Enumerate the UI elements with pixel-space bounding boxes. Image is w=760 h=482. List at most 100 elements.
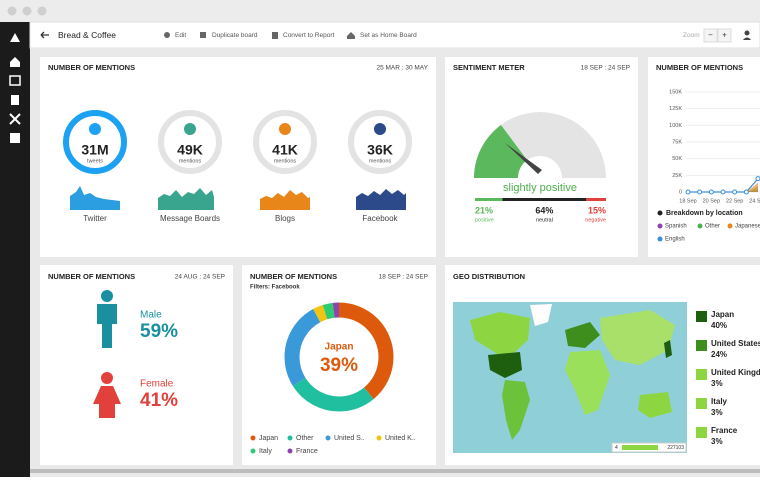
panel-title: NUMBER OF MENTIONS	[48, 63, 135, 72]
panel-title: NUMBER OF MENTIONS	[656, 63, 743, 72]
sparkline	[158, 188, 214, 210]
tasks-icon[interactable]	[10, 133, 20, 143]
legend-swatch	[657, 223, 663, 229]
panel	[40, 265, 233, 465]
panel-filter: Filters: Facebook	[250, 285, 300, 291]
zoom-in[interactable]: +	[722, 31, 727, 40]
edit-icon[interactable]	[164, 32, 170, 38]
legend-swatch	[250, 448, 256, 454]
legend-share: 40%	[711, 321, 727, 330]
convert-button[interactable]: Convert to Report	[283, 32, 334, 39]
home-board-button[interactable]: Set as Home Board	[360, 32, 417, 39]
convert-icon[interactable]	[272, 32, 278, 39]
sidebar	[0, 22, 30, 477]
metric-icon	[184, 123, 196, 135]
map-land	[470, 304, 675, 440]
legend-country: United States	[711, 339, 760, 348]
metric-value: 31M	[81, 142, 108, 158]
y-tick-label: 100K	[669, 123, 682, 129]
male-figure	[97, 290, 117, 348]
home-icon[interactable]	[10, 57, 20, 67]
legend-share: 3%	[711, 408, 723, 417]
legend-label: United K..	[385, 435, 416, 442]
legend-label: Italy	[259, 448, 272, 455]
panel-range: 18 SEP : 24 SEP	[379, 274, 428, 281]
metric-unit: tweets	[87, 158, 103, 164]
window-button[interactable]	[22, 6, 32, 16]
tools-icon[interactable]	[9, 113, 21, 125]
metric-ring	[253, 110, 317, 174]
legend-swatch	[657, 236, 663, 242]
window-button[interactable]	[37, 6, 47, 16]
legend-label: Japanese	[735, 224, 760, 230]
scale-bar	[622, 445, 658, 450]
panel-range: 24 AUG : 24 SEP	[175, 274, 225, 281]
metric-label: Twitter	[83, 214, 107, 223]
metric-ring	[348, 110, 412, 174]
edit-button[interactable]: Edit	[175, 32, 186, 39]
y-tick-label: 25K	[672, 173, 682, 179]
legend-swatch	[325, 435, 331, 441]
legend-label: United S..	[334, 435, 365, 442]
y-tick-label: 75K	[672, 139, 682, 145]
report-icon[interactable]	[11, 95, 19, 105]
window-button[interactable]	[7, 6, 17, 16]
zoom-out[interactable]: −	[708, 31, 713, 40]
legend-label: Spanish	[665, 224, 687, 230]
donut-segment	[284, 302, 394, 412]
gender-value: 41%	[140, 390, 178, 411]
series-point	[708, 189, 714, 195]
legend-swatch	[696, 311, 707, 322]
sentiment-verdict: slightly positive	[503, 182, 577, 194]
metric-unit: mentions	[369, 158, 392, 164]
y-tick-label: 125K	[669, 106, 682, 112]
sentiment-value: 15%	[588, 205, 606, 215]
zoom-label: Zoom	[683, 32, 700, 39]
legend-country: Japan	[711, 310, 734, 319]
sentiment-name: neutral	[536, 217, 553, 223]
panel	[648, 57, 760, 257]
back-button[interactable]	[40, 31, 49, 39]
donut-center-value: 39%	[320, 355, 358, 376]
series-point	[755, 176, 760, 182]
legend-swatch	[727, 223, 733, 229]
series-area	[688, 182, 758, 192]
x-tick-label: 24 Sep	[749, 198, 760, 204]
gauge-needle	[505, 143, 542, 174]
metric-unit: mentions	[274, 158, 297, 164]
legend-label: Japan	[259, 435, 278, 442]
home-board-icon[interactable]	[347, 32, 355, 39]
sentiment-name: negative	[585, 217, 606, 223]
legend-swatch	[696, 340, 707, 351]
y-tick-label: 50K	[672, 156, 682, 162]
zoom-out-box[interactable]	[703, 28, 718, 43]
metric-icon	[89, 123, 101, 135]
panel-title: NUMBER OF MENTIONS	[250, 272, 337, 281]
panel	[40, 57, 436, 257]
legend-share: 3%	[711, 437, 723, 446]
series-point	[720, 189, 726, 195]
metric-value: 41K	[272, 142, 298, 158]
board-icon[interactable]	[9, 75, 21, 86]
scale-max: 227103	[667, 445, 684, 451]
scrollbar[interactable]	[30, 469, 760, 473]
metric-label: Facebook	[362, 214, 398, 223]
series-point	[732, 189, 738, 195]
panel-title: NUMBER OF MENTIONS	[48, 272, 135, 281]
panel	[242, 265, 436, 465]
panel-title: GEO DISTRIBUTION	[453, 272, 525, 281]
user-icon[interactable]	[743, 37, 751, 41]
panel-title: SENTIMENT METER	[453, 63, 525, 72]
sentiment-name: positive	[475, 217, 494, 223]
panel-range: 18 SEP : 24 SEP	[581, 65, 630, 72]
sentiment-value: 64%	[535, 205, 553, 215]
user-icon[interactable]	[744, 30, 750, 36]
zoom-in-box[interactable]	[717, 28, 732, 43]
metric-label: Blogs	[275, 214, 295, 223]
metric-ring	[63, 110, 127, 174]
duplicate-button[interactable]: Duplicate board	[212, 32, 258, 39]
alert-icon[interactable]	[10, 33, 20, 42]
legend-country: United Kingdom	[711, 368, 760, 377]
duplicate-icon[interactable]	[200, 32, 206, 38]
